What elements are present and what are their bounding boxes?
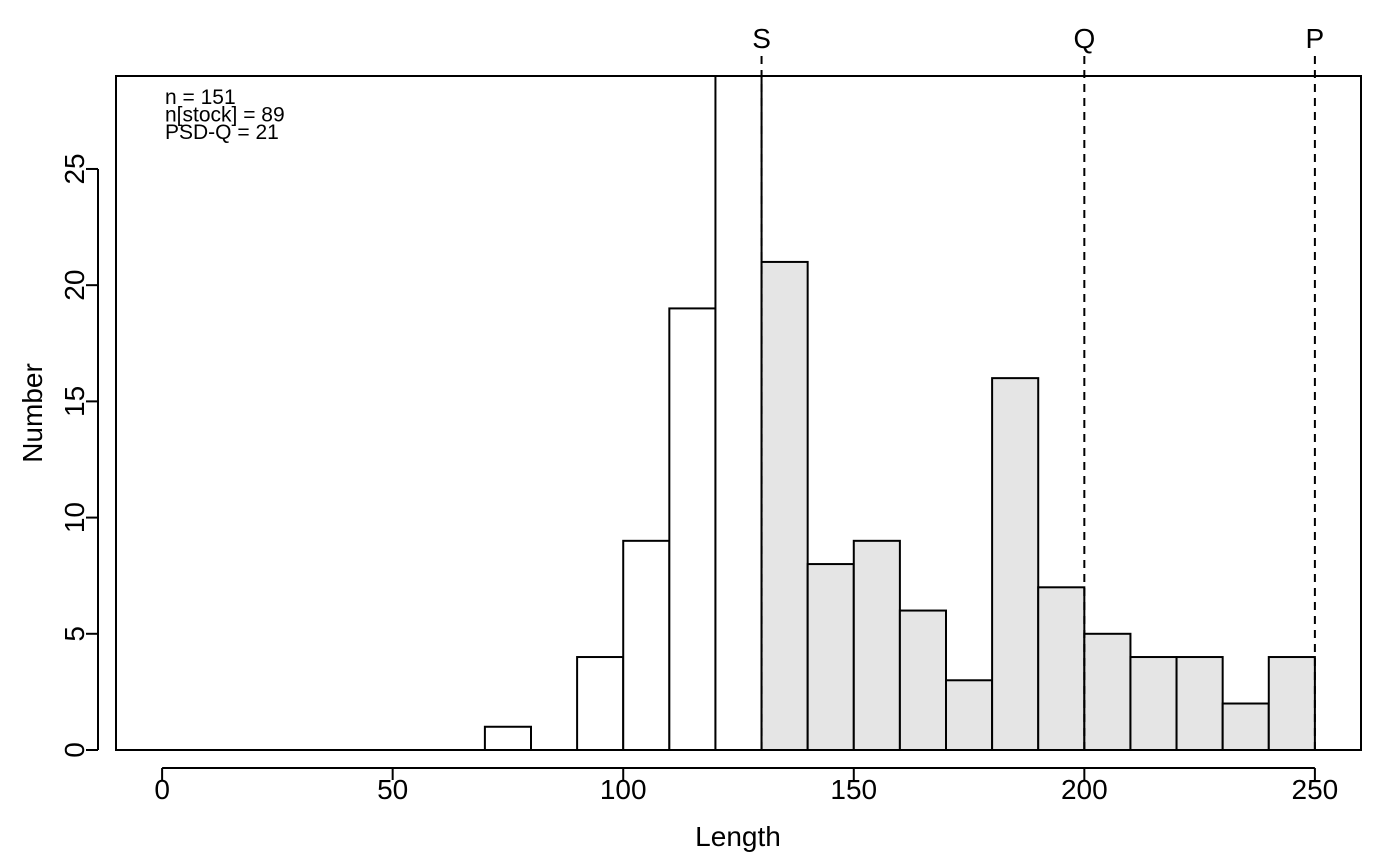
x-tick-label: 0 [154, 774, 170, 805]
annotation-line: n = 151 [165, 86, 236, 109]
x-tick-label: 250 [1292, 774, 1339, 805]
y-tick-label: 20 [59, 270, 90, 301]
histogram-bar [483, 725, 532, 751]
histogram-bar [622, 539, 671, 751]
x-tick-label: 50 [377, 774, 408, 805]
histogram-bar [991, 377, 1040, 751]
annotation-line: PSD-Q = 21 [165, 121, 279, 144]
gabel-label-p: P [1306, 23, 1325, 54]
histogram-bar [852, 539, 901, 751]
histogram-bar [1175, 656, 1224, 751]
histogram-bars [483, 75, 1316, 752]
histogram-bar [1083, 632, 1132, 751]
annotation-line: n[stock] = 89 [165, 104, 285, 127]
histogram-bar [714, 75, 763, 751]
histogram-bar [668, 307, 717, 751]
gabel-label-s: S [752, 23, 771, 54]
histogram-bar [806, 563, 855, 751]
x-axis-title: Length [695, 821, 781, 852]
x-tick-label: 100 [600, 774, 647, 805]
y-tick-label: 5 [59, 626, 90, 642]
histogram-bar [1037, 586, 1086, 752]
y-axis: 0 5 10 15 20 25 [59, 153, 99, 758]
x-tick-label: 150 [830, 774, 877, 805]
x-axis: 0 50 100 150 200 250 [154, 767, 1339, 805]
y-tick-label: 25 [59, 153, 90, 184]
histogram-bar [898, 609, 948, 751]
histogram-bar [1129, 656, 1178, 751]
y-axis-title: Number [17, 363, 48, 463]
x-tick-label: 200 [1061, 774, 1108, 805]
histogram-bar [760, 260, 809, 751]
histogram-bar [1267, 656, 1316, 751]
histogram-bar [945, 679, 994, 752]
gabel-label-q: Q [1073, 23, 1095, 54]
y-tick-label: 10 [59, 502, 90, 533]
histogram-bar [1221, 702, 1270, 751]
histogram-bar [576, 656, 625, 751]
y-tick-label: 0 [59, 742, 90, 758]
y-tick-label: 15 [59, 386, 90, 417]
